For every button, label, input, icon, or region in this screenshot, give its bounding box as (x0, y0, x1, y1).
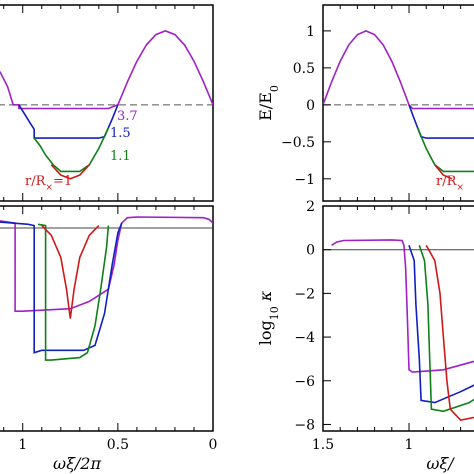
series-line-top-right-3 (434, 164, 453, 180)
series-line-top-right-2 (416, 127, 474, 173)
series-line-bottom-right-3 (425, 244, 474, 421)
series-line-top-left-3 (50, 164, 90, 180)
bottom-right-ylabel-suffix: κ (256, 290, 275, 306)
panel-top-left-plot (0, 30, 213, 180)
bottom-right-ylabel: log10 κ (256, 290, 281, 345)
x-tick-label-bottom-left-1: 0.5 (107, 437, 129, 453)
y-tick-label-top-right-0: 1 (306, 24, 315, 40)
series-line-bottom-left-0 (0, 216, 213, 312)
panel-top-right-plot (323, 30, 474, 180)
y-tick-label-bottom-right-0: 2 (306, 199, 315, 215)
x-tick-label-bottom-left-0: 1 (18, 437, 27, 453)
x-tick-label-bottom-left-2: 0 (209, 437, 218, 453)
top-right-ylabel-main: E/E (256, 92, 275, 121)
panel-bottom-left-plot (0, 216, 213, 361)
panel-frame-bottom-left (0, 205, 214, 432)
series-line-top-left-2 (33, 127, 110, 173)
label-1-1: 1.1 (110, 149, 131, 164)
top-right-ylabel: E/E0 (256, 85, 281, 121)
series-line-bottom-left-2 (37, 223, 110, 361)
series-line-top-left-0 (0, 30, 213, 110)
top-right-ylabel-sub: 0 (268, 85, 281, 92)
y-tick-label-bottom-right-5: −8 (294, 417, 315, 433)
panel-bottom-right-plot (323, 239, 474, 421)
series-line-bottom-left-3 (41, 225, 100, 319)
y-tick-label-bottom-right-4: −6 (294, 374, 315, 390)
y-tick-label-top-right-3: −0.5 (281, 135, 315, 151)
y-tick-label-top-right-1: 0.5 (293, 61, 315, 77)
y-tick-label-bottom-right-2: −2 (294, 286, 315, 302)
series-line-top-left-1 (18, 104, 119, 139)
series-line-bottom-left-1 (0, 221, 123, 354)
label-r-rx-left-sub: × (45, 183, 53, 193)
y-tick-label-top-right-4: −1 (294, 172, 315, 188)
bottom-left-xlabel: ωξ/2π (53, 454, 101, 473)
bottom-right-ylabel-sub: 10 (268, 306, 281, 320)
label-r-rx-left-main: r/R (25, 174, 47, 189)
label-r-rx-right: r/R× (436, 174, 464, 193)
bottom-right-ylabel-main: log (256, 320, 275, 345)
series-line-bottom-right-2 (418, 245, 474, 413)
label-r-rx-right-main: r/R (436, 174, 458, 189)
y-tick-label-top-right-2: 0 (306, 98, 315, 114)
series-line-bottom-right-0 (331, 239, 474, 373)
series-line-bottom-right-1 (408, 245, 474, 404)
bottom-right-xlabel: ωξ/ (426, 454, 455, 473)
panel-frame-bottom-right (322, 205, 474, 432)
label-r-rx-right-sub: × (456, 183, 464, 193)
label-3-7: 3.7 (117, 109, 138, 124)
x-tick-label-bottom-right-0: 1.5 (312, 437, 334, 453)
series-line-top-right-1 (408, 104, 474, 139)
x-tick-label-bottom-right-1: 1 (405, 437, 414, 453)
label-1-5: 1.5 (110, 126, 131, 141)
label-r-rx-left: r/R×=1 (25, 174, 72, 193)
chart-marks: 1 0.5 0 1 0.5 0 −0.5 −1 2 0 −2 −4 −6 −8 1.5 1 (0, 5, 474, 453)
y-tick-label-bottom-right-3: −4 (294, 330, 315, 346)
series-line-top-right-0 (323, 30, 474, 110)
panel-frame-top-left (0, 4, 214, 202)
y-tick-label-bottom-right-1: 0 (306, 243, 315, 259)
